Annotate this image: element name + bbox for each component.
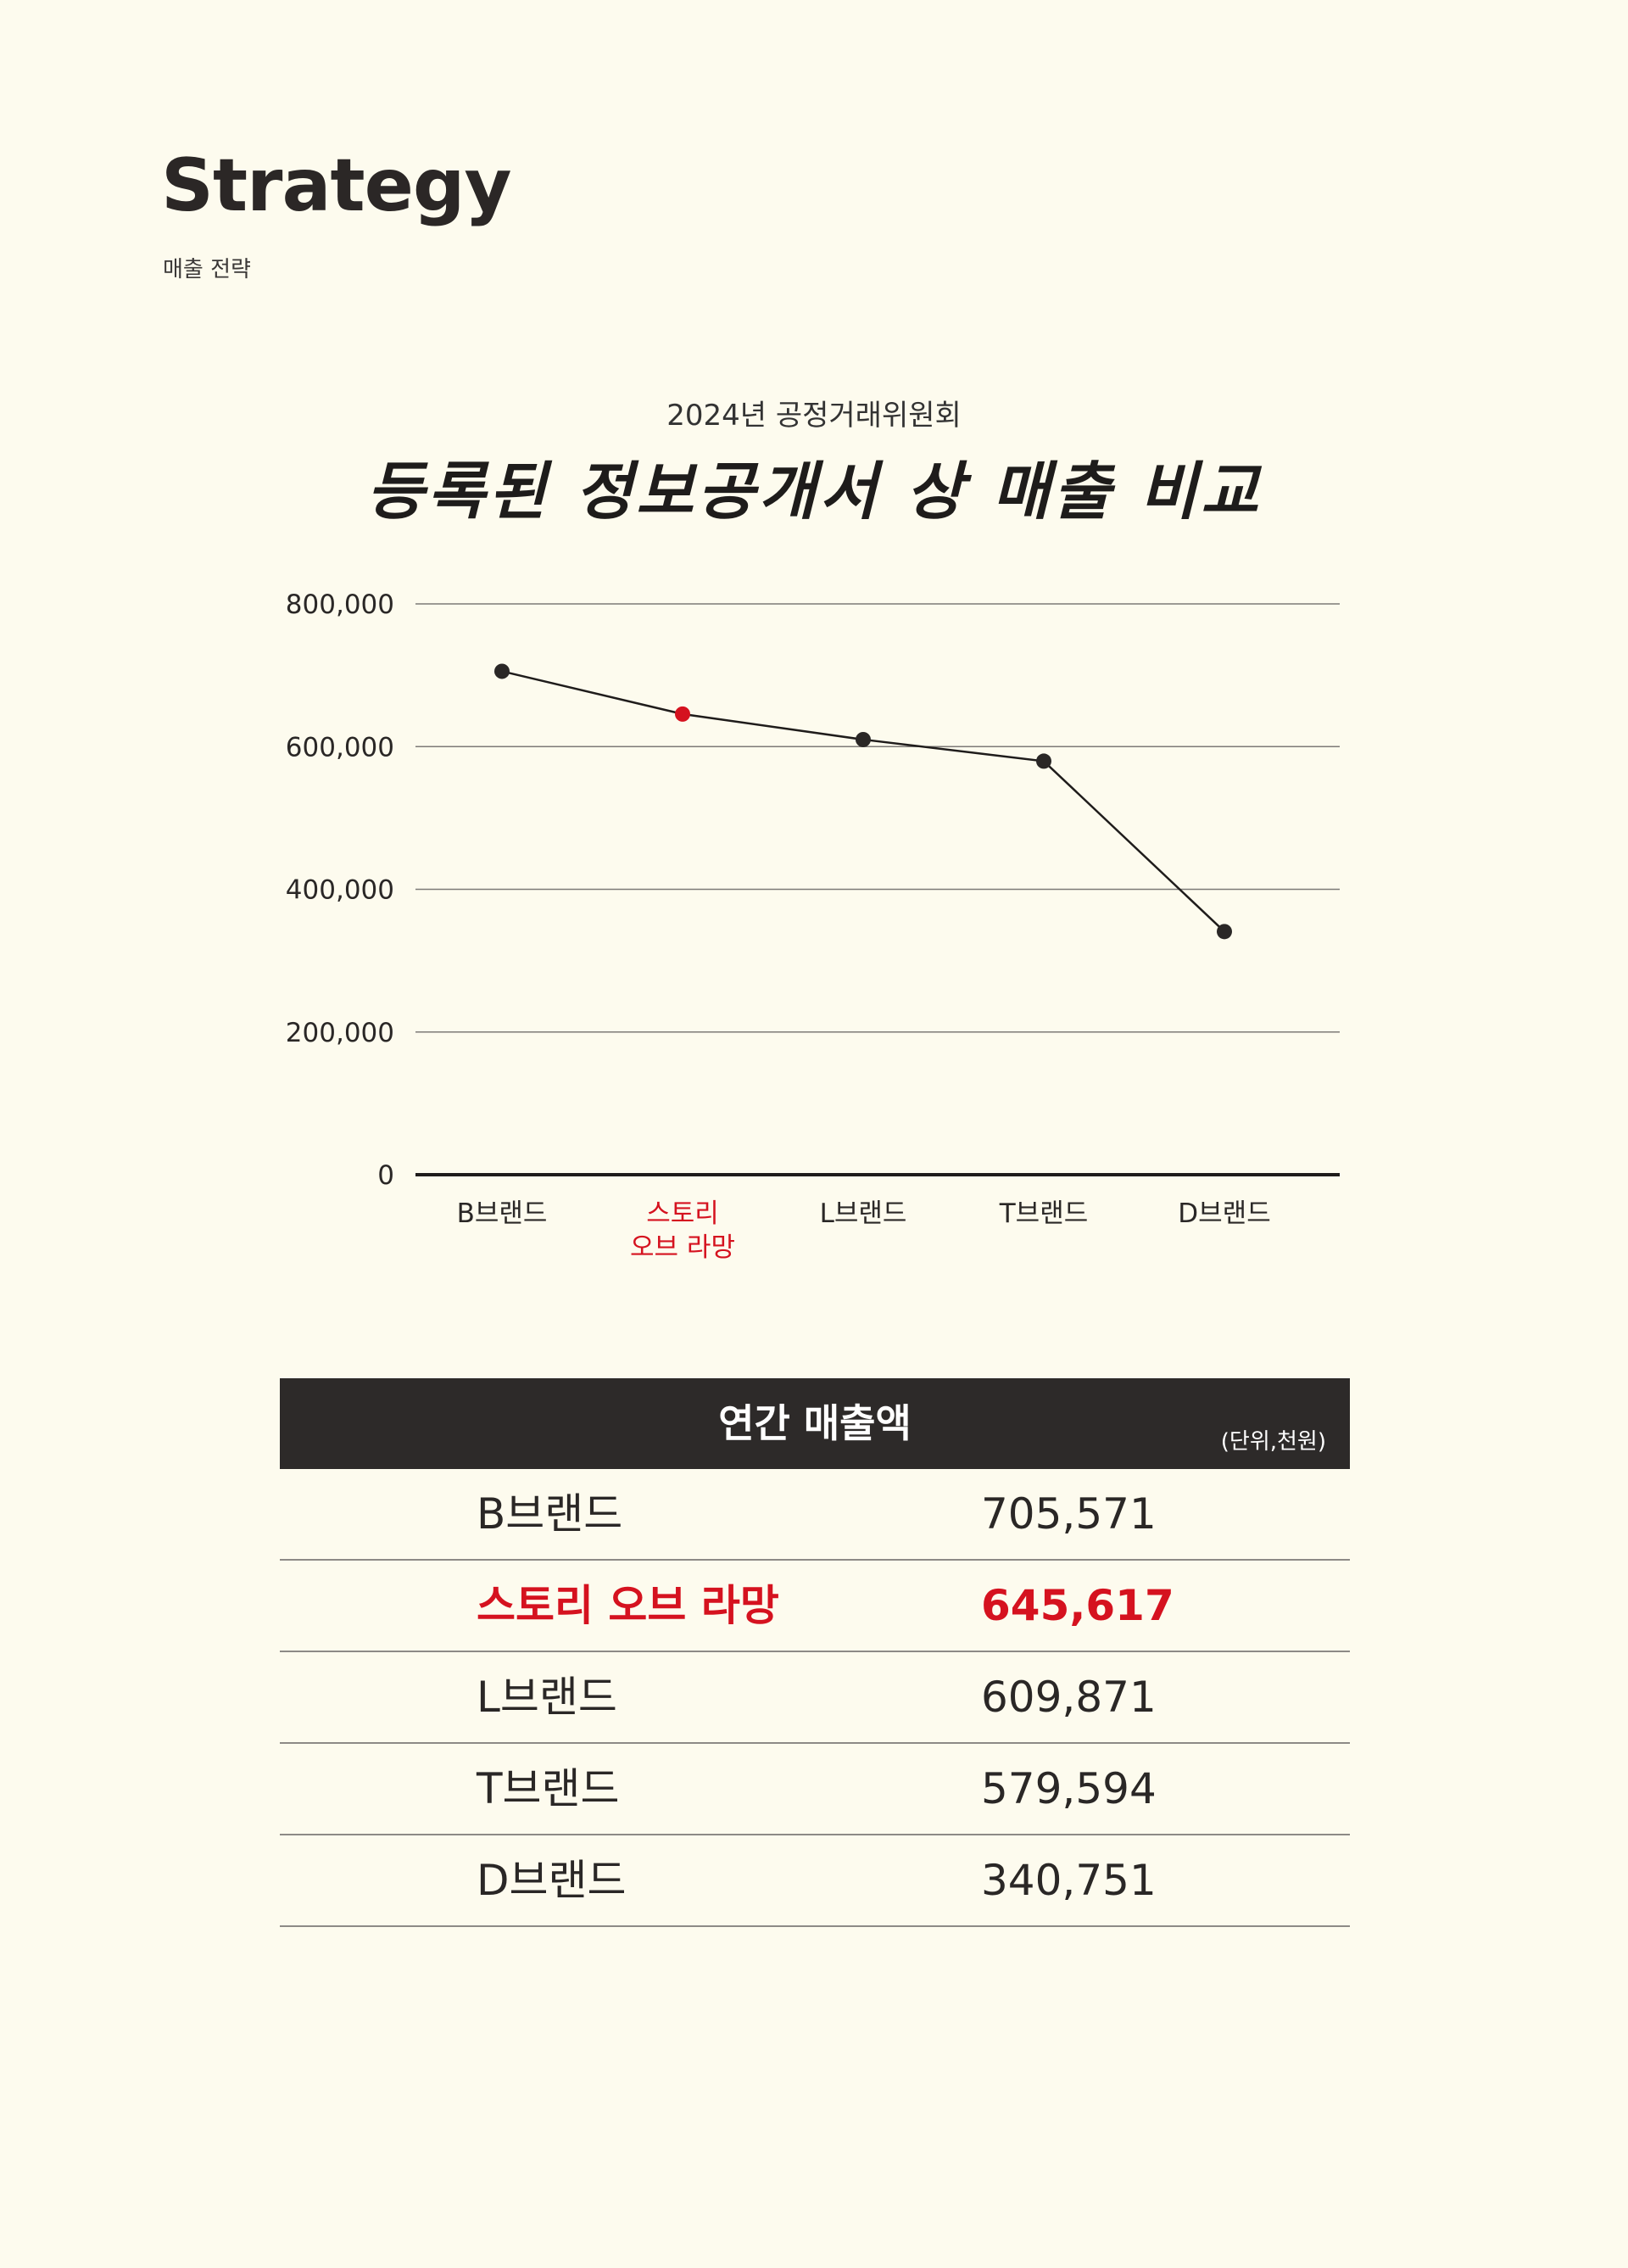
table-row: B브랜드 705,571 [280, 1469, 1350, 1561]
row-brand-name: B브랜드 [477, 1489, 623, 1539]
series-line [501, 670, 1225, 933]
table-header: 연간 매출액 (단위,천원) [280, 1378, 1350, 1469]
line-chart: 0 200,000 400,000 600,000 800,000 B브랜드 스토리오브 … [286, 589, 1340, 1263]
data-point [856, 731, 871, 747]
grid-layer [415, 603, 1340, 1176]
x-tick-label: L브랜드 [820, 1198, 907, 1229]
data-point [494, 663, 510, 679]
x-tick-label: T브랜드 [999, 1198, 1089, 1229]
x-tick-label: 오브 라망 [630, 1232, 735, 1263]
row-sales-value: 340,751 [981, 1856, 1157, 1905]
data-point [1036, 753, 1051, 769]
page-subtitle: 매출 전략 [163, 257, 251, 282]
table-unit: (단위,천원) [1220, 1429, 1326, 1455]
table-row: L브랜드 609,871 [280, 1652, 1350, 1744]
series-line-layer [501, 670, 1225, 933]
table-row: T브랜드 579,594 [280, 1744, 1350, 1835]
row-sales-value: 645,617 [981, 1581, 1174, 1630]
chart-kicker: 2024년 공정거래위원회 [666, 399, 962, 433]
page-title: Strategy [161, 143, 512, 228]
table-title: 연간 매출액 [718, 1400, 912, 1446]
table-row: D브랜드 340,751 [280, 1835, 1350, 1927]
y-tick-label: 600,000 [286, 732, 394, 763]
data-points [494, 663, 1232, 940]
table-row-highlight: 스토리 오브 라망 645,617 [280, 1561, 1350, 1652]
x-tick-label: B브랜드 [457, 1198, 548, 1229]
row-brand-name: L브랜드 [477, 1673, 617, 1722]
row-brand-name: D브랜드 [477, 1856, 627, 1905]
row-brand-name: 스토리 오브 라망 [477, 1581, 779, 1630]
y-tick-label: 800,000 [286, 589, 394, 620]
data-point [1217, 924, 1232, 940]
y-tick-label: 0 [377, 1160, 394, 1191]
y-tick-label: 200,000 [286, 1018, 394, 1048]
sales-table: 연간 매출액 (단위,천원) B브랜드 705,571 스토리 오브 라망 64… [280, 1378, 1350, 1927]
row-brand-name: T브랜드 [477, 1764, 620, 1813]
x-tick-label: D브랜드 [1178, 1198, 1270, 1229]
x-tick-label: 스토리 [646, 1198, 719, 1229]
chart-title: 등록된 정보공개서 상 매출 비교 [365, 455, 1263, 528]
y-axis-ticks: 0 200,000 400,000 600,000 800,000 [286, 589, 394, 1191]
y-tick-label: 400,000 [286, 875, 394, 906]
row-sales-value: 609,871 [981, 1673, 1157, 1722]
data-point-highlight [675, 706, 690, 722]
row-sales-value: 579,594 [981, 1764, 1157, 1813]
row-sales-value: 705,571 [981, 1489, 1157, 1539]
